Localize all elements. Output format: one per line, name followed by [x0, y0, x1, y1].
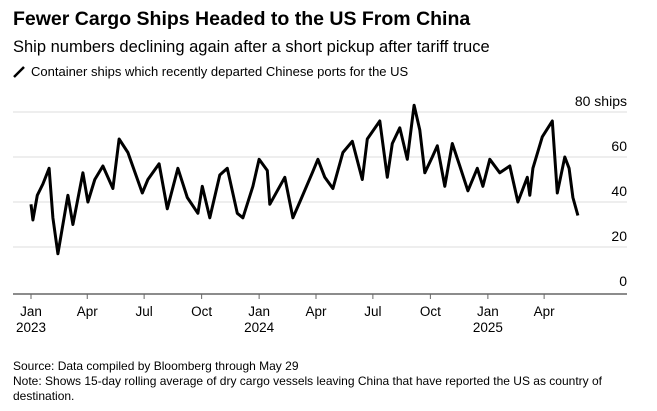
legend-label: Container ships which recently departed … — [31, 64, 409, 79]
x-tick-label: Jan — [20, 304, 42, 319]
y-tick-label: 60 — [611, 138, 627, 154]
chart-subtitle: Ship numbers declining again after a sho… — [13, 38, 490, 56]
source-note: Source: Data compiled by Bloomberg throu… — [13, 359, 299, 373]
x-tick-year-label: 2024 — [244, 320, 275, 335]
x-tick-year-label: 2023 — [16, 320, 46, 335]
x-tick-label: Oct — [420, 304, 441, 319]
y-tick-label: 20 — [611, 228, 627, 244]
series-line — [29, 103, 580, 256]
x-tick-label: Oct — [191, 304, 212, 319]
x-tick-label: Apr — [305, 304, 327, 319]
x-tick-label: Jul — [135, 304, 152, 319]
chart-title: Fewer Cargo Ships Headed to the US From … — [13, 8, 471, 30]
footnote: Note: Shows 15-day rolling average of dr… — [13, 374, 602, 403]
x-tick-label: Jan — [477, 304, 499, 319]
legend: Container ships which recently departed … — [13, 64, 408, 79]
y-tick-label: 40 — [611, 183, 627, 199]
x-tick-year-label: 2025 — [473, 320, 503, 335]
line-legend-icon — [13, 65, 25, 78]
y-tick-label: 80 ships — [575, 93, 627, 109]
x-tick-label: Apr — [534, 304, 556, 319]
y-tick-label: 0 — [619, 273, 627, 289]
x-tick-label: Apr — [77, 304, 99, 319]
x-tick-label: Jul — [364, 304, 381, 319]
x-tick-label: Jan — [248, 304, 270, 319]
